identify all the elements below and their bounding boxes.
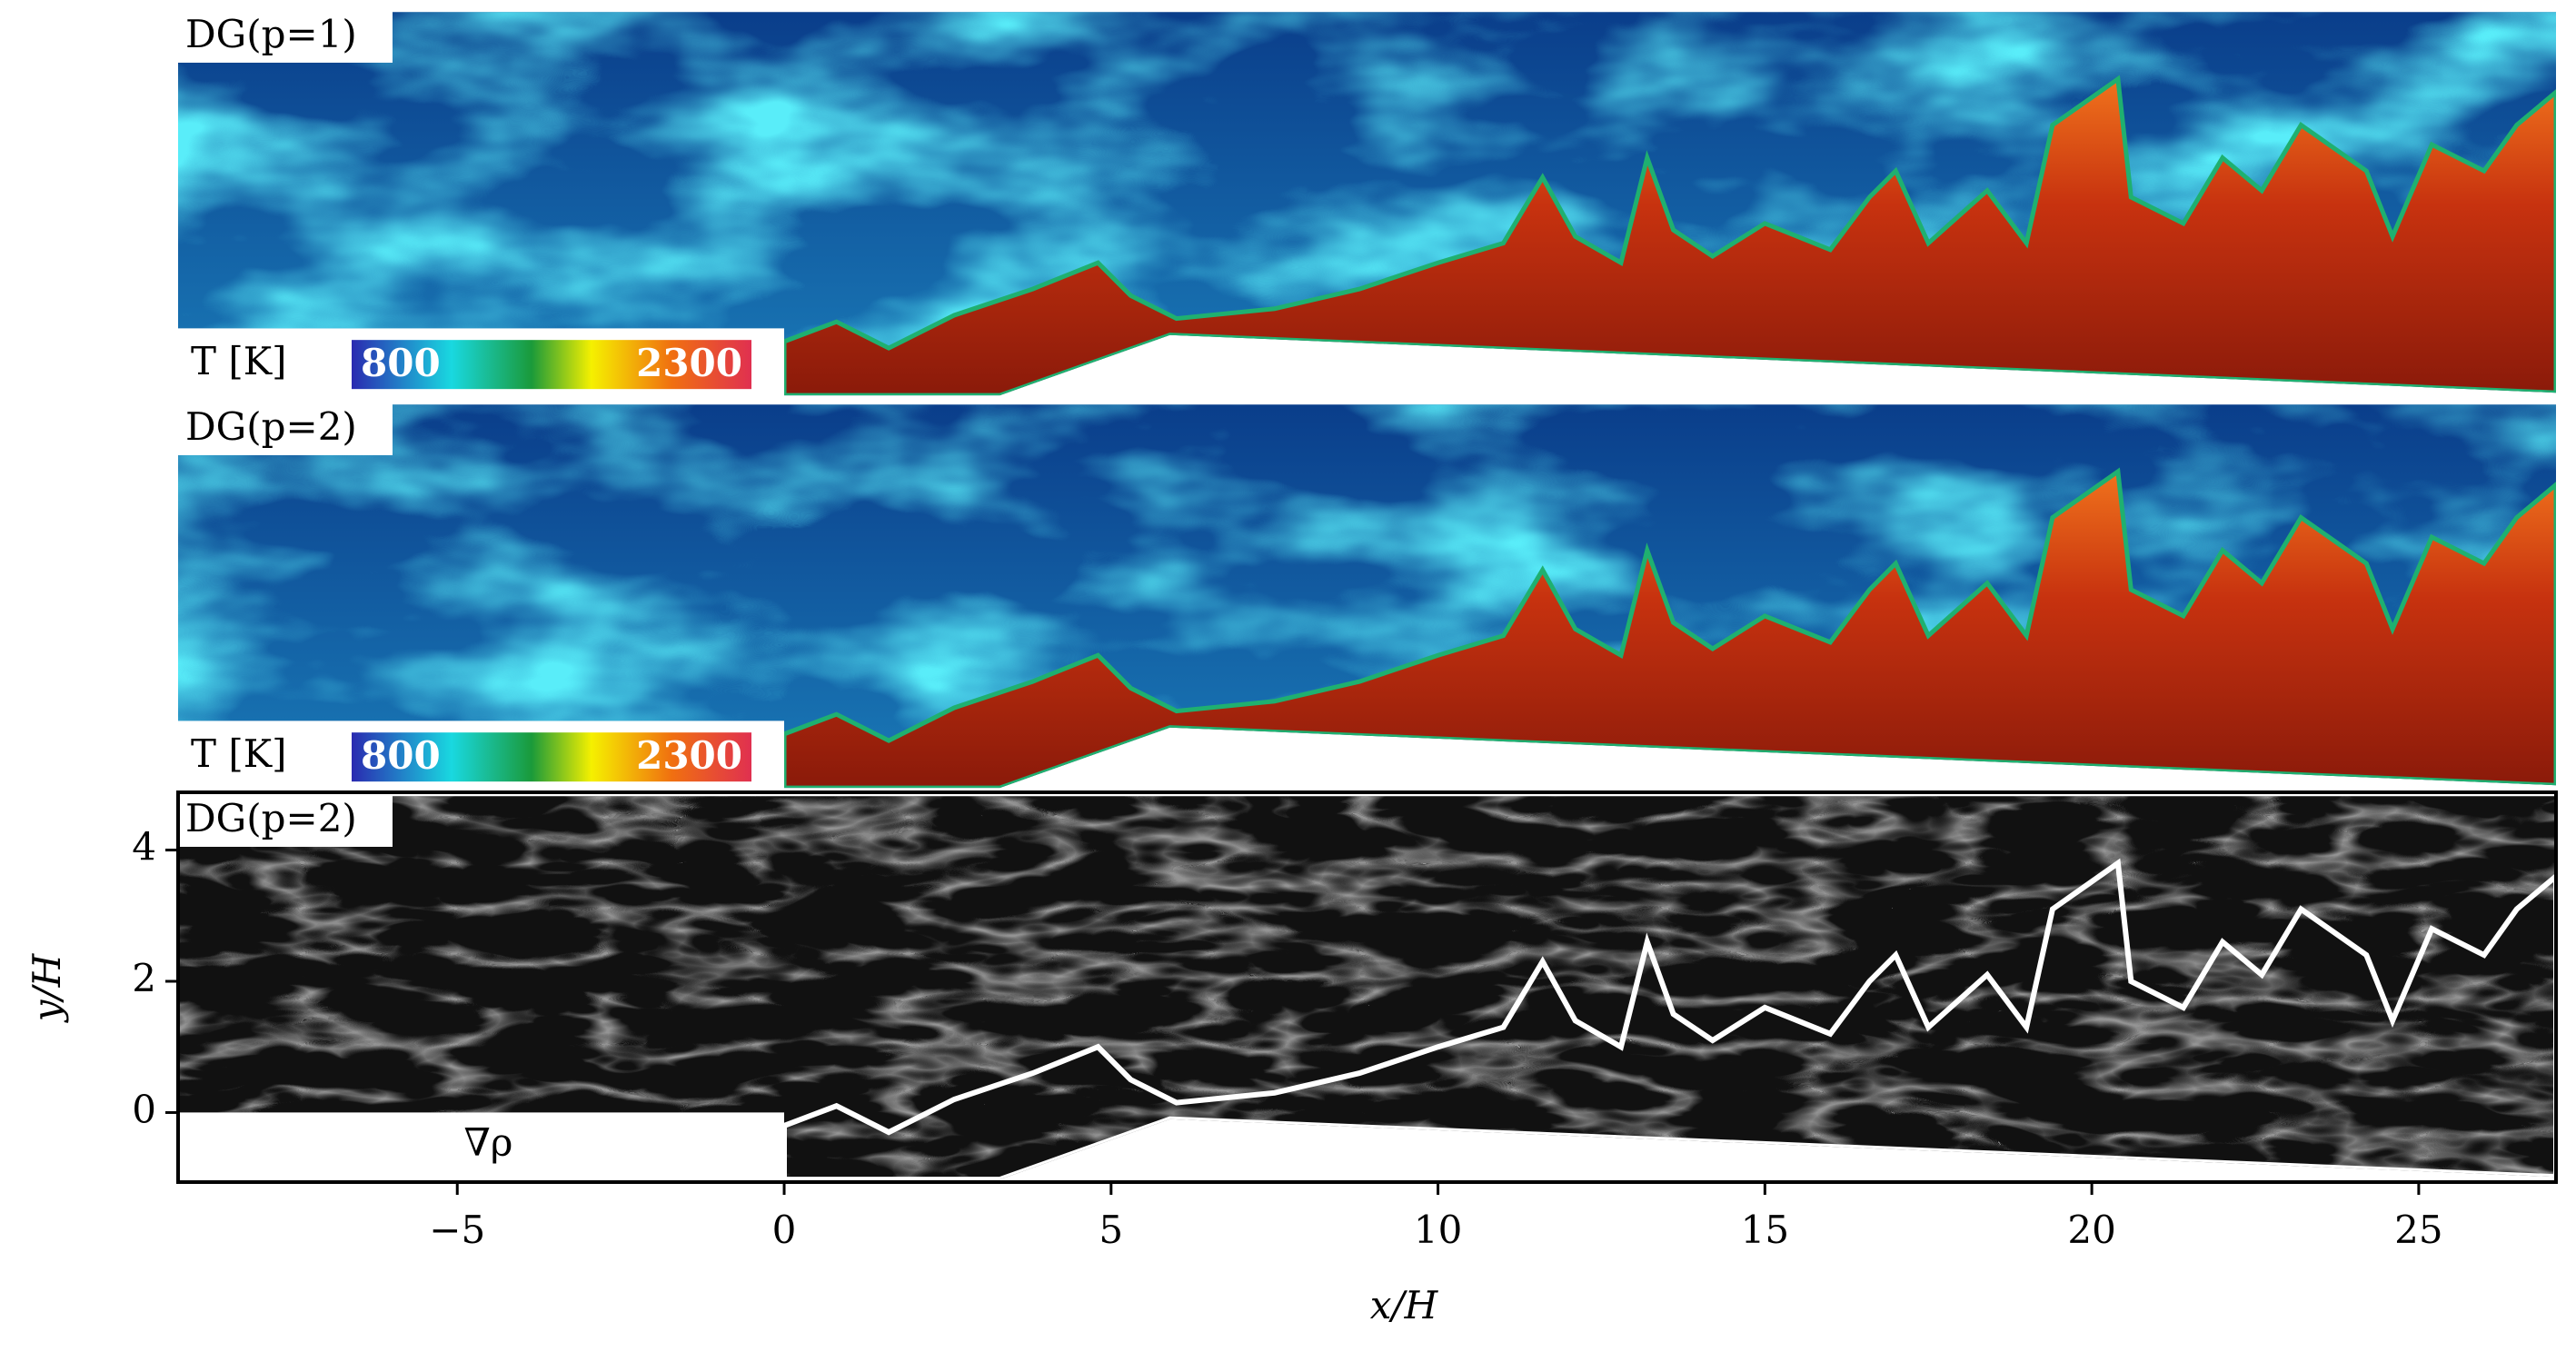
label-box bbox=[178, 401, 393, 455]
y-tick-label: 0 bbox=[132, 1087, 156, 1131]
panel: DG(p=2) T [K] 800 2300 bbox=[178, 401, 2556, 789]
x-tick-label: 0 bbox=[772, 1208, 797, 1252]
x-tick-label: −5 bbox=[429, 1208, 485, 1252]
axes-frame bbox=[176, 790, 2558, 1184]
x-tick-label: 15 bbox=[1741, 1208, 1789, 1252]
panel-label: DG(p=2) bbox=[185, 796, 357, 840]
x-tick-label: 10 bbox=[1414, 1208, 1462, 1252]
flame bbox=[781, 467, 2556, 789]
gradient-field bbox=[178, 796, 2556, 1180]
y-tick-label: 4 bbox=[132, 825, 156, 870]
x-tick-label: 5 bbox=[1099, 1208, 1123, 1252]
colorbar-tick: 2300 bbox=[636, 733, 742, 778]
y-tick-label: 2 bbox=[132, 956, 156, 1000]
panel-label: DG(p=1) bbox=[185, 12, 357, 56]
y-axis-label: y/H bbox=[25, 952, 69, 1023]
colorbar-tick: 800 bbox=[361, 733, 441, 778]
flame bbox=[781, 75, 2556, 396]
label-box bbox=[178, 8, 393, 63]
colorbar bbox=[352, 732, 751, 782]
x-axis-label: x/H bbox=[1370, 1283, 1439, 1327]
panel: DG(p=2) ∇ρ bbox=[178, 792, 2556, 1180]
label-box bbox=[178, 792, 393, 847]
x-tick-label: 25 bbox=[2394, 1208, 2442, 1252]
colorbar-label: T [K] bbox=[191, 339, 287, 383]
colorbar-label: T [K] bbox=[191, 731, 287, 776]
interface bbox=[781, 858, 2556, 1180]
field bbox=[178, 796, 2556, 1180]
field bbox=[178, 404, 2556, 789]
field bbox=[178, 12, 2556, 396]
annotation: ∇ρ bbox=[463, 1120, 512, 1165]
panel: DG(p=1) T [K] 800 2300 bbox=[178, 8, 2556, 396]
x-tick-label: 20 bbox=[2067, 1208, 2115, 1252]
colorbar-tick: 2300 bbox=[636, 341, 742, 385]
panel-label: DG(p=2) bbox=[185, 404, 357, 449]
colorbar bbox=[352, 340, 751, 390]
colorbar-tick: 800 bbox=[361, 341, 441, 385]
